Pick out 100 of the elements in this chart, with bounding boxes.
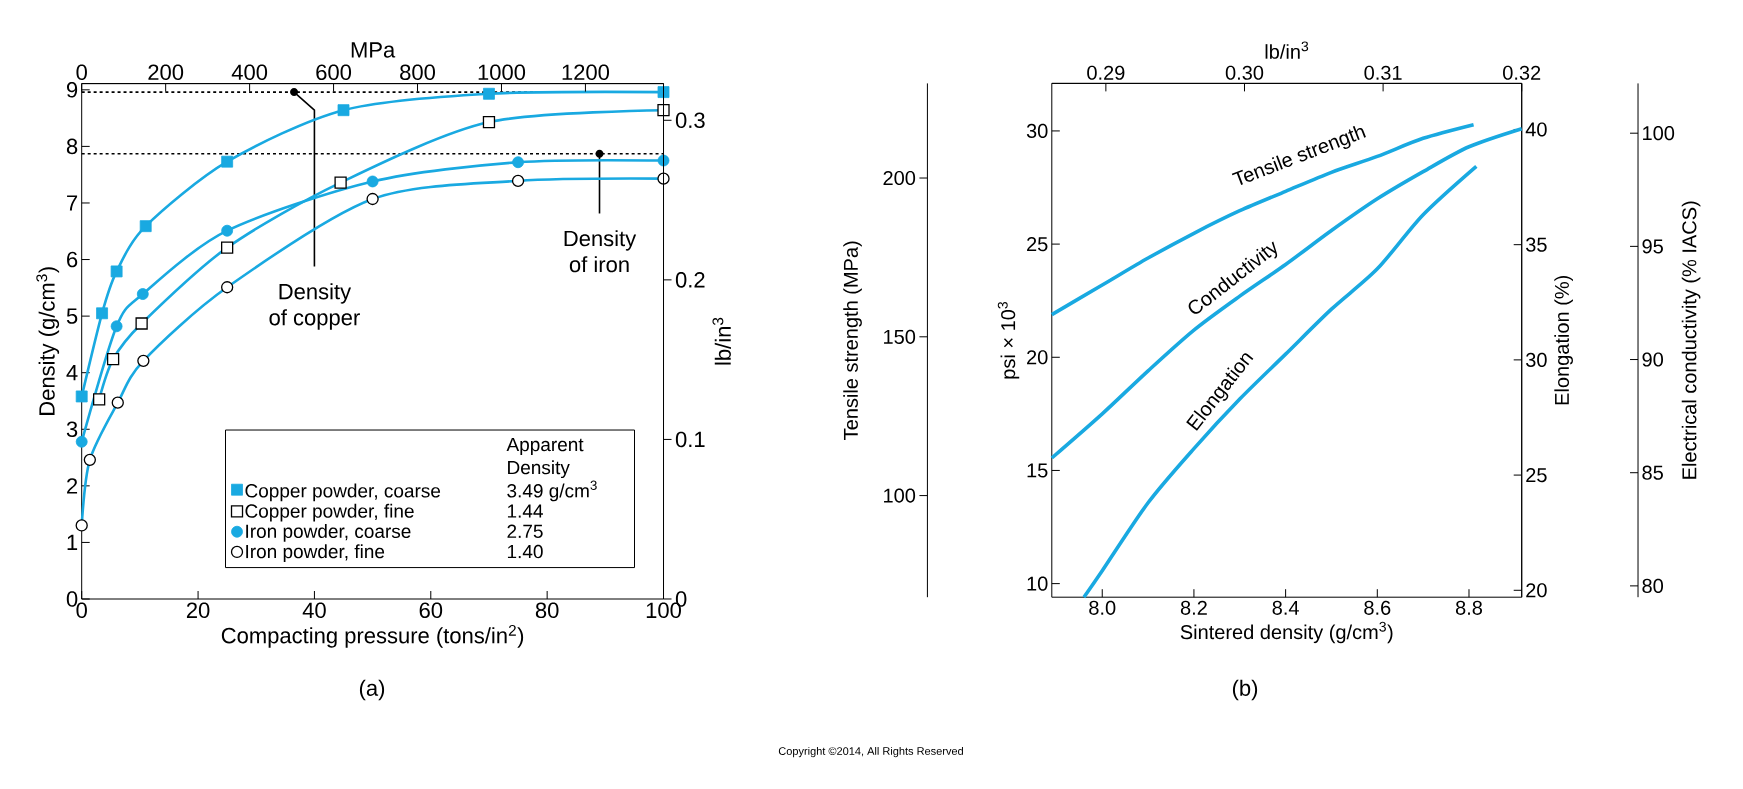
point <box>75 519 88 532</box>
x2-tick-label: 0.29 <box>1087 65 1125 80</box>
x-tick-label: 8.6 <box>1364 600 1391 615</box>
y3-tick-label: 90 <box>1642 352 1663 367</box>
x2-tick-label: 800 <box>400 64 436 81</box>
legend-label: Copper powder, fine <box>245 503 414 522</box>
x2-axis-title: lb/in$^{3}$ <box>1265 41 1309 59</box>
point <box>482 115 496 129</box>
x-tick-label: 8.2 <box>1180 600 1207 615</box>
point <box>135 317 148 330</box>
text: Copyright ©2014, All Rights Reserved <box>778 746 963 758</box>
y-tick-label: 150 <box>884 329 916 344</box>
y-tick-label: 6 <box>67 251 78 268</box>
point <box>221 241 234 254</box>
y-tick-label: 20 <box>1027 350 1048 365</box>
point <box>483 87 495 100</box>
x2-tick-label: 600 <box>316 64 352 81</box>
ref-line-label: Density of copper <box>269 283 360 330</box>
x-tick-label: 40 <box>302 602 326 619</box>
y3-axis-title: Electrical conductivity (% IACS) <box>1681 201 1701 479</box>
point <box>93 393 106 406</box>
point <box>111 396 124 409</box>
y-tick-label: 10 <box>1027 576 1048 591</box>
point <box>337 104 350 117</box>
point <box>137 354 150 367</box>
point <box>139 220 152 233</box>
y-tick-label: 8 <box>66 138 78 155</box>
y-tick-label: 2 <box>67 478 78 494</box>
line-series <box>1050 126 1524 460</box>
x2-tick-label: 200 <box>148 64 184 81</box>
y-tick-label: 15 <box>1027 463 1048 478</box>
y2-tick-label: 25 <box>1526 468 1547 483</box>
point <box>657 104 670 117</box>
x-axis-title: Sintered density (g/cm$^{3}$) <box>1180 621 1393 644</box>
x-tick-label: 80 <box>535 602 559 619</box>
x2-tick-label: 400 <box>231 64 268 81</box>
y3-tick-label: 80 <box>1642 578 1663 593</box>
legend-label: Copper powder, coarse <box>245 483 441 502</box>
y2-tick-label: 0.3 <box>675 112 705 129</box>
y2-axis-title: Elongation (%) <box>1554 275 1573 405</box>
point <box>110 320 123 333</box>
annotation: 2.75 <box>507 524 543 539</box>
text: (b) <box>1232 679 1258 701</box>
annotation: 1.40 <box>507 544 543 559</box>
x-tick-label: 20 <box>186 602 210 619</box>
y2-tick-label: 20 <box>1526 583 1547 598</box>
y-tick-label: 5 <box>66 308 78 324</box>
point <box>75 435 88 448</box>
x-tick-label: 8.4 <box>1272 600 1299 615</box>
x2-tick-label: 0.32 <box>1503 65 1541 80</box>
y2-tick-label: 0.1 <box>675 431 705 448</box>
y2-tick-label: 35 <box>1526 237 1547 252</box>
y-tick-label: 4 <box>66 365 78 381</box>
point <box>136 288 149 300</box>
annotation: 3.49 g/cm$^{3}$ <box>507 480 597 502</box>
legend-label: Iron powder, fine <box>246 544 385 563</box>
y-tick-label: 7 <box>67 195 78 211</box>
point <box>83 453 96 466</box>
point <box>106 352 120 366</box>
point <box>512 156 524 169</box>
x2-tick-label: 1000 <box>478 64 526 81</box>
point <box>366 192 379 206</box>
x2-tick-label: 0.31 <box>1364 65 1402 80</box>
y-axis-title: Density (g/cm$^{3}$) <box>36 267 60 415</box>
y2-tick-label: 0.2 <box>675 272 705 288</box>
ref-line-label: Density of iron <box>564 230 637 273</box>
x-tick-label: 8.0 <box>1089 600 1116 615</box>
x2-tick-label: 0.30 <box>1225 65 1264 80</box>
point <box>334 176 347 189</box>
y-tick-label: 1 <box>67 534 78 550</box>
point <box>657 154 670 167</box>
legend-title: Apparent Density <box>506 438 584 479</box>
point <box>96 307 108 320</box>
y-tick-label: 100 <box>884 488 916 503</box>
x2-axis-title: MPa <box>351 42 396 58</box>
y2-axis-title: lb/in$^{3}$ <box>712 317 731 365</box>
point <box>657 86 670 98</box>
y2-tick-label: 40 <box>1525 122 1547 137</box>
annotation: 1.44 <box>507 504 543 518</box>
x-tick-label: 8.8 <box>1455 600 1483 615</box>
y3-tick-label: 85 <box>1642 465 1663 480</box>
point <box>110 265 123 278</box>
x-axis-title: Compacting pressure (tons/in$^{2}$) <box>221 624 524 648</box>
y-tick-label: 3 <box>66 421 78 438</box>
y-tick-label: 25 <box>1027 237 1048 252</box>
y-axis-title: Tensile strength (MPa) <box>843 241 862 440</box>
point <box>221 155 234 168</box>
y2-tick-label: 30 <box>1526 352 1547 367</box>
point <box>511 174 525 188</box>
y3-tick-label: 100 <box>1643 126 1675 141</box>
line-series <box>1050 122 1476 317</box>
y3-tick-label: 95 <box>1642 239 1663 254</box>
y-axis-title: psi × 10$^{3}$ <box>997 301 1020 379</box>
x-tick-label: 60 <box>419 602 443 619</box>
text: (a) <box>359 679 385 701</box>
y-tick-label: 9 <box>66 82 78 98</box>
y-tick-label: 200 <box>883 170 916 186</box>
legend-label: Iron powder, coarse <box>246 524 411 542</box>
point <box>221 281 234 294</box>
x2-tick-label: 1200 <box>562 64 610 81</box>
